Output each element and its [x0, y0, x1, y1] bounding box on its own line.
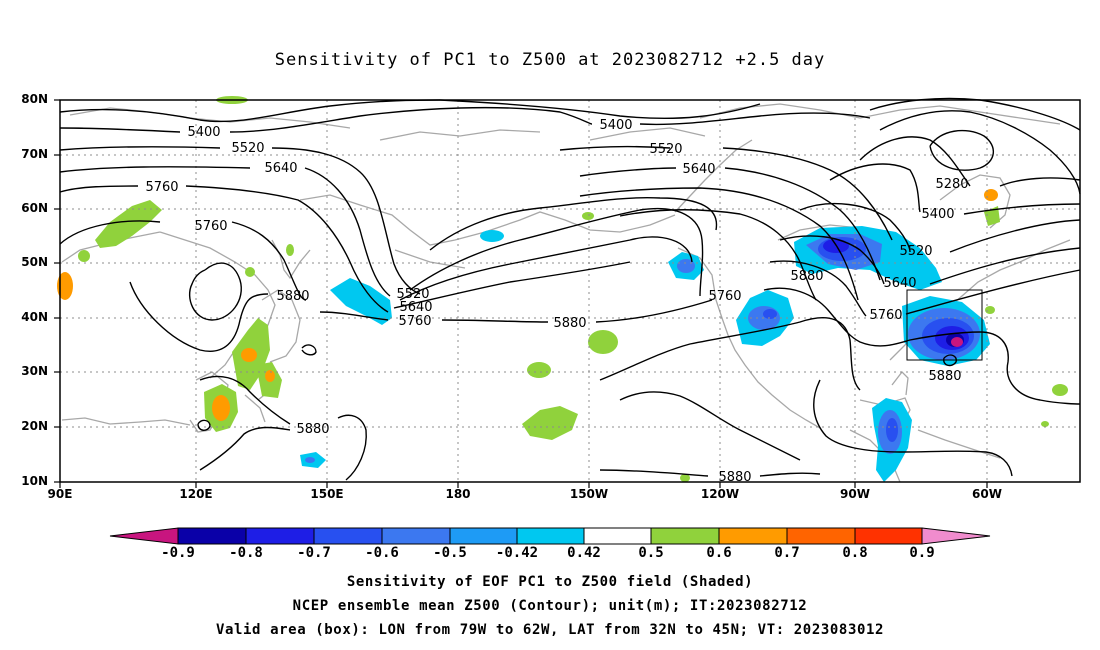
caption-line-1: Sensitivity of EOF PC1 to Z500 field (Sh…: [346, 574, 754, 590]
colorbar-label: 0.7: [774, 545, 800, 561]
contour-label: 5520: [649, 142, 682, 157]
colorbar-swatch: [583, 527, 652, 545]
colorbar-label: 0.8: [842, 545, 868, 561]
lat-label: 50N: [21, 255, 48, 269]
colorbar-swatch: [109, 527, 179, 545]
valid-area-box: [906, 289, 983, 361]
contour-label: 5520: [231, 141, 264, 156]
colorbar-swatch: [177, 527, 247, 545]
colorbar-label: -0.8: [229, 545, 263, 561]
colorbar-label: -0.42: [495, 545, 539, 561]
contour-label: 5760: [398, 314, 431, 329]
lon-label: 60W: [972, 487, 1002, 501]
colorbar-label: -0.9: [161, 545, 195, 561]
lat-label: 40N: [21, 310, 48, 324]
colorbar-swatch: [381, 527, 451, 545]
contour-label: 5880: [553, 316, 586, 331]
colorbar-swatch: [313, 527, 383, 545]
map-title: Sensitivity of PC1 to Z500 at 2023082712…: [274, 50, 826, 70]
lat-label: 30N: [21, 364, 48, 378]
contour-label: 5520: [396, 287, 429, 302]
colorbar-swatch: [854, 527, 923, 545]
contour-label: 5880: [928, 369, 961, 384]
colorbar-label: -0.5: [433, 545, 467, 561]
contour-label: 5280: [935, 177, 968, 192]
contour-labels: 5400 5520 5640 5760 5760 5880 5880 5520 …: [145, 118, 968, 485]
lat-label: 80N: [21, 92, 48, 106]
colorbar-label: -0.7: [297, 545, 331, 561]
colorbar-label: 0.9: [909, 545, 935, 561]
colorbar-swatch: [245, 527, 315, 545]
contour-label: 5880: [276, 289, 309, 304]
map-frame: [59, 99, 1081, 483]
colorbar-swatch: [786, 527, 856, 545]
contour-label: 5640: [883, 276, 916, 291]
lon-label: 90E: [47, 487, 73, 501]
colorbar-swatch: [921, 527, 991, 545]
lon-label: 120W: [700, 487, 740, 501]
contour-label: 5880: [790, 269, 823, 284]
contour-label: 5520: [899, 244, 932, 259]
colorbar-label: 0.5: [638, 545, 664, 561]
caption-line-2: NCEP ensemble mean Z500 (Contour); unit(…: [292, 598, 808, 614]
colorbar-swatch: [449, 527, 518, 545]
contour-label: 5760: [869, 308, 902, 323]
lon-label: 120E: [179, 487, 213, 501]
contour-label: 5640: [682, 162, 715, 177]
lat-label: 20N: [21, 419, 48, 433]
contour-label: 5640: [399, 300, 432, 315]
contour-label: 5760: [708, 289, 741, 304]
colorbar-swatch: [516, 527, 585, 545]
colorbar-swatch: [650, 527, 720, 545]
colorbar-swatch: [718, 527, 788, 545]
colorbar: [109, 527, 991, 545]
lat-label: 60N: [21, 201, 48, 215]
z500-contours: [59, 97, 1081, 481]
colorbar-label: -0.6: [365, 545, 399, 561]
contour-label: 5640: [264, 161, 297, 176]
tick-marks: [54, 99, 988, 488]
lon-label: 90W: [840, 487, 870, 501]
contour-label: 5760: [194, 219, 227, 234]
lat-label: 10N: [21, 474, 48, 488]
lat-lon-grid: [60, 100, 1080, 482]
contour-label: 5880: [296, 422, 329, 437]
lat-label: 70N: [21, 147, 48, 161]
caption-line-3: Valid area (box): LON from 79W to 62W, L…: [215, 622, 885, 638]
colorbar-label: 0.42: [567, 545, 601, 561]
lon-label: 180: [445, 487, 471, 501]
colorbar-label: 0.6: [706, 545, 732, 561]
lon-label: 150W: [569, 487, 609, 501]
lon-label: 150E: [310, 487, 344, 501]
contour-label: 5760: [145, 180, 178, 195]
contour-label: 5400: [921, 207, 954, 222]
contour-label: 5400: [187, 125, 220, 140]
contour-label: 5400: [599, 118, 632, 133]
